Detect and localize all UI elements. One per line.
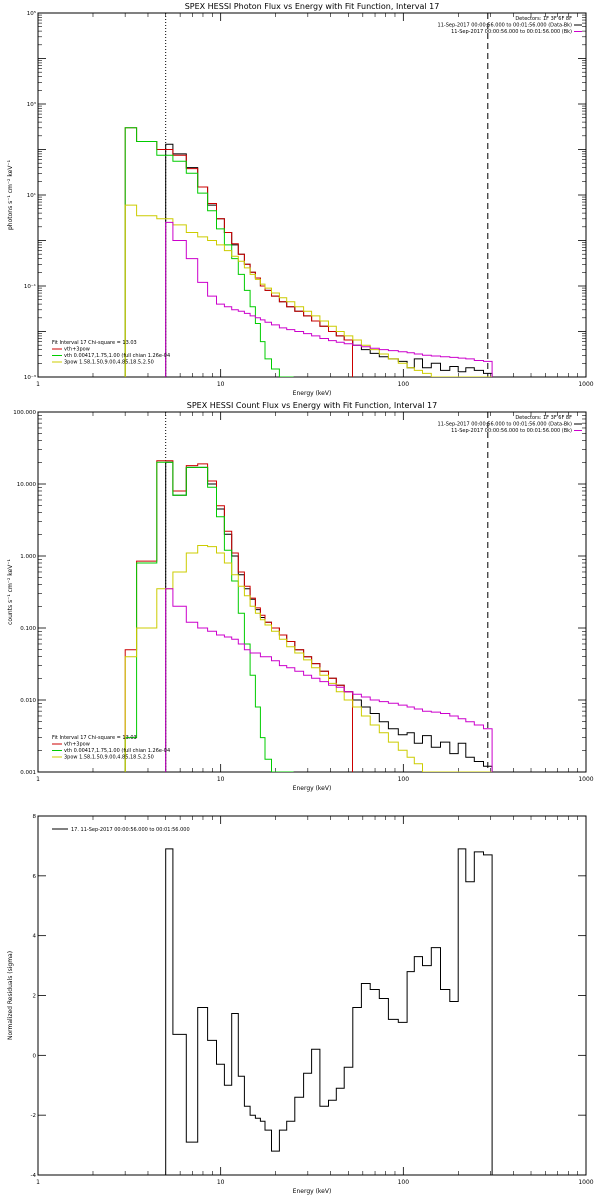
x-tick-label: 1 <box>36 381 40 388</box>
series-1-0 <box>165 461 493 772</box>
x-tick-label: 100 <box>398 1179 410 1186</box>
x-tick-label: 100 <box>398 776 410 783</box>
header-line: 11-Sep-2017 00:00:56.000 to 00:01:56.000… <box>451 29 572 35</box>
header-line: Detectors: 1F 3F 6F 8F <box>515 16 572 22</box>
y-tick-label: -4 <box>31 1173 37 1179</box>
header-line: 11-Sep-2017 00:00:56.000 to 00:01:56.000… <box>438 422 573 428</box>
series-1-1 <box>124 460 353 772</box>
y-tick-label: 10⁵ <box>27 10 36 17</box>
y-tick-label: 100.000 <box>13 410 36 416</box>
x-tick-label: 10 <box>217 776 225 783</box>
legend-label: 17. 11-Sep-2017 00:00:56.000 to 00:01:56… <box>71 827 190 833</box>
x-tick-label: 100 <box>398 381 410 388</box>
y-tick-label: 10⁻¹ <box>24 283 36 290</box>
x-tick-label: 1000 <box>578 381 593 388</box>
y-tick-label: 10⁻³ <box>24 374 36 381</box>
chart-title-0: SPEX HESSI Photon Flux vs Energy with Fi… <box>185 2 440 11</box>
x-tick-label: 1 <box>36 776 40 783</box>
y-tick-label: 0.010 <box>20 698 36 704</box>
header-line: 11-Sep-2017 00:00:56.000 to 00:01:56.000… <box>451 428 572 434</box>
series-1-4 <box>165 588 493 772</box>
y-tick-label: 0.100 <box>20 626 36 632</box>
y-axis-label: photons s⁻¹ cm⁻² keV⁻¹ <box>7 159 14 230</box>
y-tick-label: 0.001 <box>20 770 36 776</box>
fit-legend-line: Fit Interval 17 Chi-square = 13.03 <box>52 735 137 741</box>
series-0-2 <box>124 127 294 377</box>
series-1-3 <box>124 545 493 772</box>
y-tick-label: 4 <box>33 934 37 940</box>
series-1-2 <box>124 461 294 772</box>
series-0-1 <box>124 127 353 377</box>
y-tick-label: 8 <box>33 814 37 820</box>
fit-legend-line: vth 0.00417,1.75,1.00 (full chian 1.26e-… <box>64 748 170 754</box>
series-2-0 <box>165 848 493 1175</box>
y-tick-label: -2 <box>31 1113 36 1119</box>
y-axis-label: counts s⁻¹ cm⁻² keV⁻¹ <box>7 559 14 625</box>
fit-legend-line: vth+3pow <box>64 742 90 748</box>
x-tick-label: 10 <box>217 1179 225 1186</box>
header-line: Detectors: 1F 3F 6F 8F <box>515 415 572 421</box>
y-tick-label: 10¹ <box>27 192 36 199</box>
y-tick-label: 2 <box>33 994 37 1000</box>
plot-frame-0 <box>37 12 587 378</box>
y-tick-label: 1.000 <box>20 554 36 560</box>
x-axis-label: Energy (keV) <box>293 785 332 792</box>
series-0-4 <box>165 221 493 377</box>
x-tick-label: 10 <box>217 381 225 388</box>
y-tick-label: 10³ <box>27 101 36 108</box>
plot-frame-2 <box>37 815 587 1176</box>
y-tick-label: 6 <box>33 874 37 880</box>
x-axis-label: Energy (keV) <box>293 1188 332 1195</box>
fit-legend-line: vth 0.00417,1.75,1.00 (full chian 1.26e-… <box>64 353 170 359</box>
y-tick-label: 0 <box>33 1053 37 1059</box>
fit-legend-line: 3pow 1.58,1.50,9.00,4.85,18.5,2.50 <box>64 755 154 761</box>
fit-legend-line: vth+3pow <box>64 347 90 353</box>
header-line: 11-Sep-2017 00:00:56.000 to 00:01:56.000… <box>438 23 573 29</box>
fit-legend-line: 3pow 1.58,1.50,9.00,4.85,18.5,2.50 <box>64 360 154 366</box>
chart-title-1: SPEX HESSI Count Flux vs Energy with Fit… <box>187 401 438 410</box>
series-0-3 <box>124 204 493 377</box>
x-tick-label: 1000 <box>578 1179 593 1186</box>
x-tick-label: 1 <box>36 1179 40 1186</box>
fit-legend-line: Fit Interval 17 Chi-square = 13.03 <box>52 340 137 346</box>
plot-frame-1 <box>37 411 587 773</box>
x-axis-label: Energy (keV) <box>293 390 332 397</box>
y-tick-label: 10.000 <box>17 482 37 488</box>
series-0-0 <box>165 143 493 377</box>
x-tick-label: 1000 <box>578 776 593 783</box>
y-axis-label: Normalized Residuals (sigma) <box>7 951 14 1040</box>
